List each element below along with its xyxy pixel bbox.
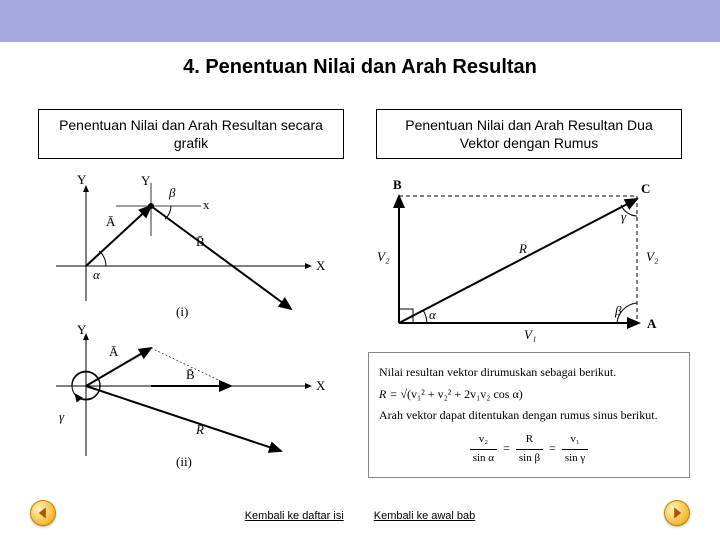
diagram-i-label: (i) [176,304,188,319]
back-to-chapter-link[interactable]: Kembali ke awal bab [374,510,476,522]
right-diagram: A V₁ B V₂ C R V₂ α [368,171,690,346]
back-to-toc-link[interactable]: Kembali ke daftar isi [245,510,344,522]
formula-eq1: R = √(v₁² + v₂² + 2v₁v₂ cos α) [379,385,679,404]
gamma-label: γ [59,409,65,424]
formula-box: Nilai resultan vektor dirumuskan sebagai… [368,352,690,478]
axis-y-label: Y [77,172,87,187]
beta-label: β [168,185,176,200]
svg-text:V₂: V₂ [646,249,659,264]
top-bar [0,0,720,42]
left-column: Penentuan Nilai dan Arah Resultan secara… [30,109,352,478]
formula-text2: Arah vektor dapat ditentukan dengan rumu… [379,406,679,425]
right-column: Penentuan Nilai dan Arah Resultan Dua Ve… [368,109,690,478]
alpha-r: α [429,307,437,322]
axis-x-label: X [316,258,326,273]
left-diagram: Y X Ā Y x B̄ α [30,171,352,471]
svg-text:x: x [203,197,210,212]
left-header: Penentuan Nilai dan Arah Resultan secara… [38,109,344,159]
formula-eq2: v₂sin α = Rsin β = v₁sin γ [379,427,679,467]
svg-text:Y: Y [77,322,87,337]
point-a: A [647,316,657,331]
alpha-label: α [93,267,101,282]
svg-text:Y: Y [141,173,151,188]
right-header: Penentuan Nilai dan Arah Resultan Dua Ve… [376,109,682,159]
point-c: C [641,181,650,196]
formula-text1: Nilai resultan vektor dirumuskan sebagai… [379,363,679,382]
r-label: R [518,241,527,256]
v2-label: V₂ [377,249,390,264]
vector-a-label: Ā [106,214,116,229]
svg-text:Ā: Ā [109,344,119,359]
point-b: B [393,177,402,192]
svg-text:X: X [316,378,326,393]
page-title: 4. Penentuan Nilai dan Arah Resultan [0,42,720,89]
gamma-r: γ [621,209,627,224]
content-columns: Penentuan Nilai dan Arah Resultan secara… [0,89,720,478]
beta-r: β [614,303,622,318]
vector-b-label: B̄ [196,234,205,249]
svg-text:R̄: R̄ [195,422,204,437]
diagram-ii-label: (ii) [176,454,192,469]
v1-label: V₁ [524,327,536,342]
footer-links: Kembali ke daftar isi Kembali ke awal ba… [0,510,720,522]
svg-text:B̄: B̄ [186,367,195,382]
